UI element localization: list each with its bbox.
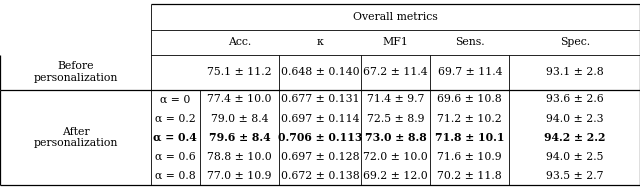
Text: α = 0.8: α = 0.8 (155, 171, 196, 181)
Text: 94.0 ± 2.5: 94.0 ± 2.5 (546, 152, 604, 162)
Text: 67.2 ± 11.4: 67.2 ± 11.4 (364, 67, 428, 77)
Text: 0.697 ± 0.128: 0.697 ± 0.128 (281, 152, 359, 162)
Text: Acc.: Acc. (228, 37, 251, 47)
Text: Overall metrics: Overall metrics (353, 12, 438, 22)
Text: 94.2 ± 2.2: 94.2 ± 2.2 (544, 132, 605, 143)
Text: 77.0 ± 10.9: 77.0 ± 10.9 (207, 171, 271, 181)
Text: 69.2 ± 12.0: 69.2 ± 12.0 (363, 171, 428, 181)
Text: 69.7 ± 11.4: 69.7 ± 11.4 (438, 67, 502, 77)
Text: 73.0 ± 8.8: 73.0 ± 8.8 (365, 132, 426, 143)
Text: 93.1 ± 2.8: 93.1 ± 2.8 (546, 67, 604, 77)
Text: 0.677 ± 0.131: 0.677 ± 0.131 (281, 94, 359, 105)
Text: 79.0 ± 8.4: 79.0 ± 8.4 (211, 114, 268, 124)
Text: MF1: MF1 (383, 37, 408, 47)
Text: α = 0.2: α = 0.2 (155, 114, 196, 124)
Text: 93.6 ± 2.6: 93.6 ± 2.6 (546, 94, 604, 105)
Text: 71.4 ± 9.7: 71.4 ± 9.7 (367, 94, 424, 105)
Text: Before
personalization: Before personalization (33, 61, 118, 83)
Text: 71.6 ± 10.9: 71.6 ± 10.9 (438, 152, 502, 162)
Text: Sens.: Sens. (455, 37, 484, 47)
Text: 71.8 ± 10.1: 71.8 ± 10.1 (435, 132, 504, 143)
Text: 77.4 ± 10.0: 77.4 ± 10.0 (207, 94, 271, 105)
Text: 78.8 ± 10.0: 78.8 ± 10.0 (207, 152, 272, 162)
Text: 72.0 ± 10.0: 72.0 ± 10.0 (363, 152, 428, 162)
Text: α = 0.6: α = 0.6 (155, 152, 196, 162)
Text: 69.6 ± 10.8: 69.6 ± 10.8 (437, 94, 502, 105)
Text: κ: κ (317, 37, 323, 47)
Text: 70.2 ± 11.8: 70.2 ± 11.8 (437, 171, 502, 181)
Text: α = 0.4: α = 0.4 (154, 132, 197, 143)
Text: 72.5 ± 8.9: 72.5 ± 8.9 (367, 114, 424, 124)
Text: 0.648 ± 0.140: 0.648 ± 0.140 (281, 67, 359, 77)
Text: After
personalization: After personalization (33, 127, 118, 148)
Text: 71.2 ± 10.2: 71.2 ± 10.2 (437, 114, 502, 124)
Text: 0.706 ± 0.113: 0.706 ± 0.113 (278, 132, 362, 143)
Text: 94.0 ± 2.3: 94.0 ± 2.3 (546, 114, 604, 124)
Text: Spec.: Spec. (559, 37, 590, 47)
Text: 93.5 ± 2.7: 93.5 ± 2.7 (546, 171, 604, 181)
Text: 75.1 ± 11.2: 75.1 ± 11.2 (207, 67, 271, 77)
Text: 0.697 ± 0.114: 0.697 ± 0.114 (281, 114, 359, 124)
Text: 79.6 ± 8.4: 79.6 ± 8.4 (209, 132, 270, 143)
Text: α = 0: α = 0 (160, 94, 191, 105)
Text: 0.672 ± 0.138: 0.672 ± 0.138 (280, 171, 360, 181)
